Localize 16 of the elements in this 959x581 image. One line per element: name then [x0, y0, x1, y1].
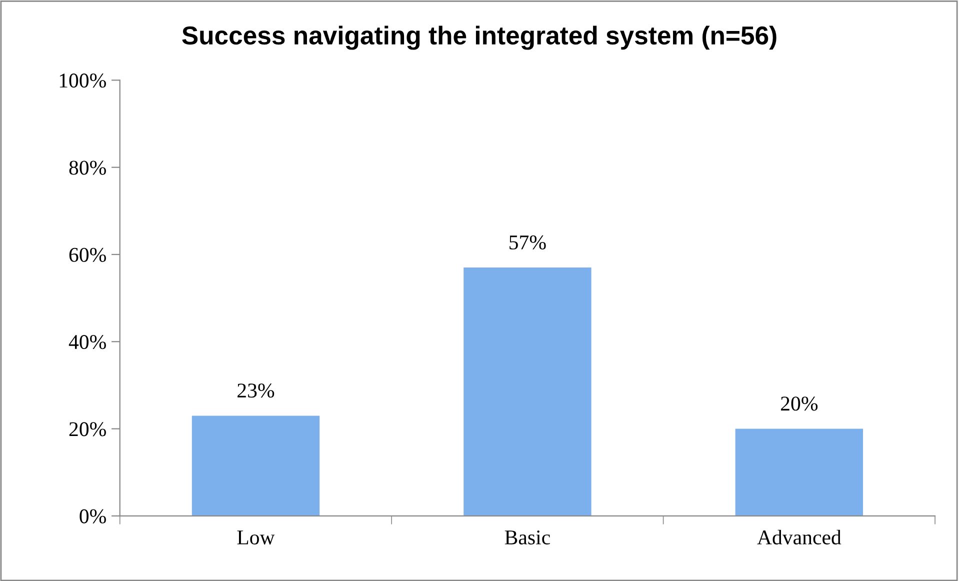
bar [464, 268, 592, 516]
x-tick-label: Basic [504, 530, 550, 544]
y-tick-label: 0% [80, 509, 106, 524]
data-label: 57% [510, 235, 546, 250]
bar [192, 416, 320, 516]
x-tick-label: Low [237, 530, 275, 544]
y-tick-label: 40% [68, 335, 106, 350]
bar [735, 428, 864, 516]
x-tick-label: Advanced [757, 530, 842, 544]
y-tick-label: 80% [69, 160, 106, 175]
chart-title: Success navigating the integrated system (n=56) [182, 26, 776, 50]
y-tick-label: 20% [69, 422, 106, 436]
data-label: 23% [238, 384, 274, 398]
y-tick-label: 60% [69, 248, 106, 262]
y-tick-label: 100% [60, 74, 106, 88]
data-label: 20% [780, 396, 818, 411]
